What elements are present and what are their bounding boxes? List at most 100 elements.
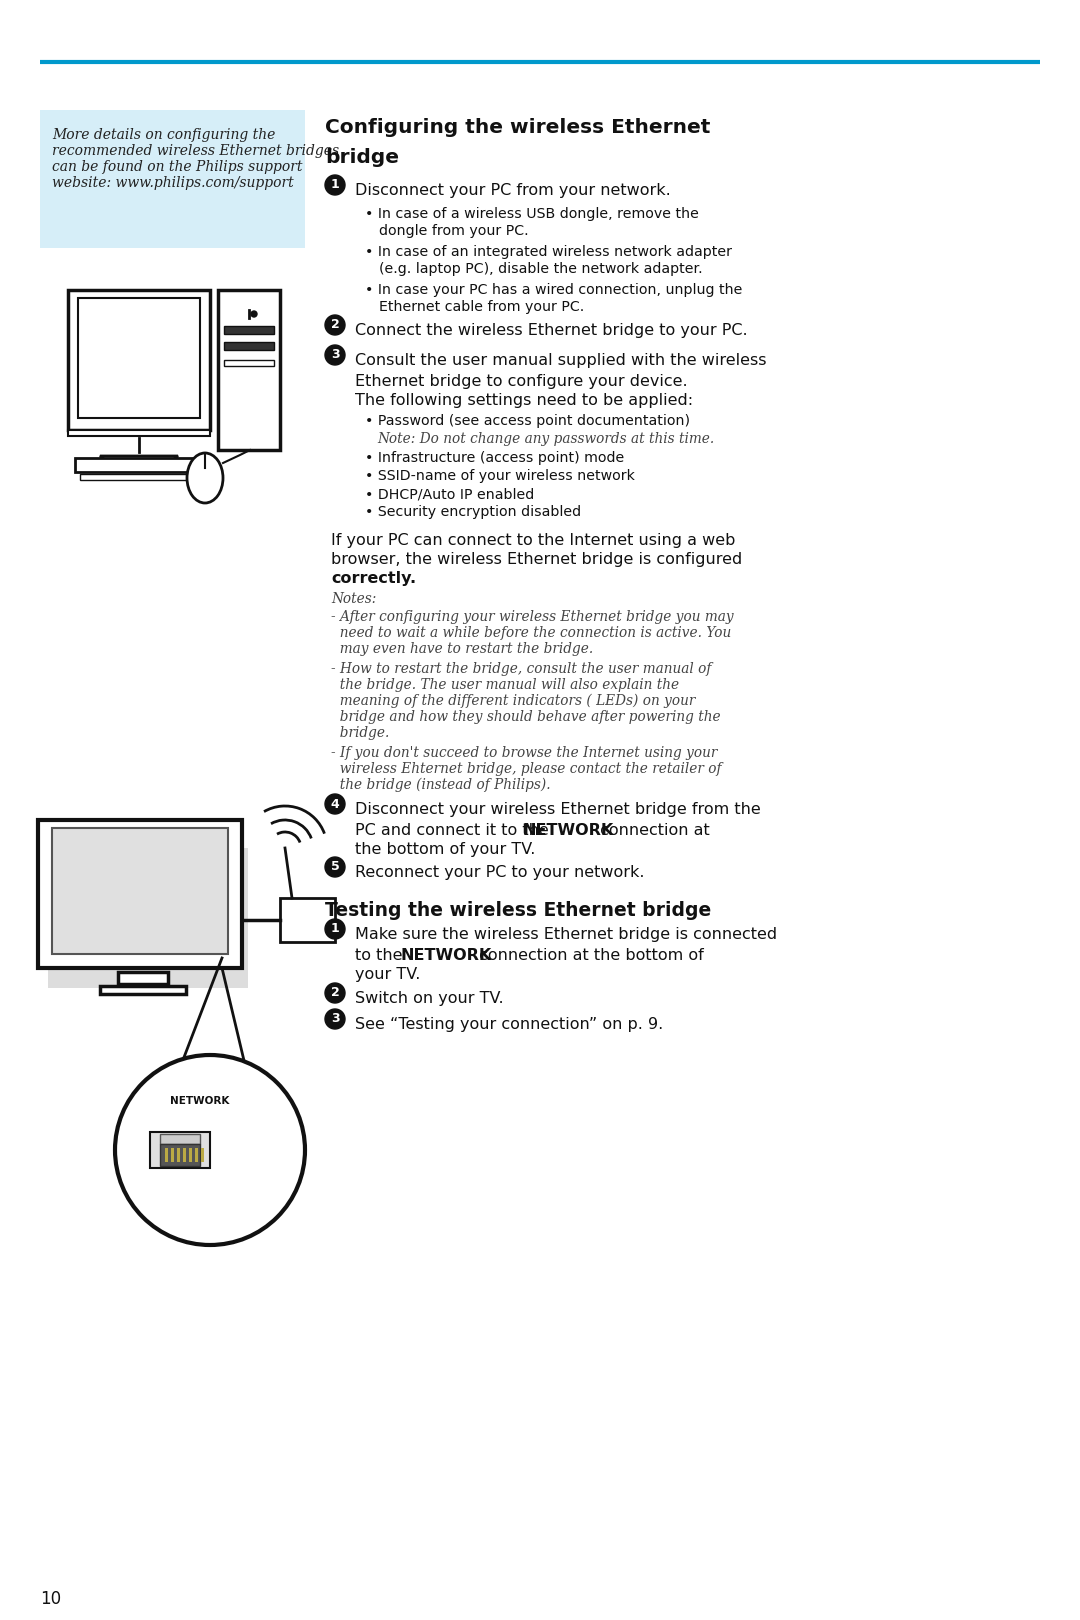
Ellipse shape <box>187 454 222 502</box>
Circle shape <box>325 1009 345 1029</box>
Text: Consult the user manual supplied with the wireless: Consult the user manual supplied with th… <box>355 353 767 368</box>
Text: More details on configuring the: More details on configuring the <box>52 128 275 143</box>
FancyBboxPatch shape <box>165 1149 168 1162</box>
Text: • Password (see access point documentation): • Password (see access point documentati… <box>365 415 690 428</box>
FancyBboxPatch shape <box>177 1149 180 1162</box>
FancyBboxPatch shape <box>189 1149 192 1162</box>
FancyBboxPatch shape <box>150 1132 210 1168</box>
Circle shape <box>325 983 345 1003</box>
FancyBboxPatch shape <box>78 298 200 418</box>
Circle shape <box>114 1055 305 1246</box>
Text: to the: to the <box>355 948 407 962</box>
Text: 2: 2 <box>330 987 339 1000</box>
FancyBboxPatch shape <box>118 972 168 983</box>
Text: Note: Do not change any passwords at this time.: Note: Do not change any passwords at thi… <box>377 433 714 446</box>
Text: may even have to restart the bridge.: may even have to restart the bridge. <box>330 642 593 656</box>
FancyBboxPatch shape <box>280 897 335 941</box>
Text: bridge: bridge <box>325 147 399 167</box>
FancyBboxPatch shape <box>160 1134 200 1144</box>
Text: See “Testing your connection” on p. 9.: See “Testing your connection” on p. 9. <box>355 1017 663 1032</box>
FancyBboxPatch shape <box>160 1144 200 1166</box>
Text: Notes:: Notes: <box>330 591 376 606</box>
Circle shape <box>325 345 345 364</box>
Text: • Infrastructure (access point) mode: • Infrastructure (access point) mode <box>365 450 624 465</box>
Text: Reconnect your PC to your network.: Reconnect your PC to your network. <box>355 865 645 880</box>
Text: If your PC can connect to the Internet using a web: If your PC can connect to the Internet u… <box>330 533 735 548</box>
FancyBboxPatch shape <box>201 1149 204 1162</box>
Circle shape <box>325 794 345 813</box>
FancyBboxPatch shape <box>75 458 205 471</box>
Circle shape <box>251 311 257 318</box>
Circle shape <box>325 857 345 876</box>
Circle shape <box>325 314 345 335</box>
Text: recommended wireless Ethernet bridges: recommended wireless Ethernet bridges <box>52 144 339 159</box>
Text: Connect the wireless Ethernet bridge to your PC.: Connect the wireless Ethernet bridge to … <box>355 322 747 339</box>
FancyBboxPatch shape <box>224 326 274 334</box>
Text: 4: 4 <box>330 797 339 810</box>
Text: Ethernet bridge to configure your device.: Ethernet bridge to configure your device… <box>355 374 688 389</box>
Text: The following settings need to be applied:: The following settings need to be applie… <box>355 394 693 408</box>
FancyBboxPatch shape <box>68 290 210 429</box>
Text: 3: 3 <box>330 1012 339 1025</box>
Text: • In case of a wireless USB dongle, remove the: • In case of a wireless USB dongle, remo… <box>365 207 699 220</box>
Text: 3: 3 <box>330 348 339 361</box>
FancyBboxPatch shape <box>68 429 210 436</box>
Text: Ethernet cable from your PC.: Ethernet cable from your PC. <box>379 300 584 314</box>
Text: • DHCP/Auto IP enabled: • DHCP/Auto IP enabled <box>365 488 535 501</box>
Text: Testing the wireless Ethernet bridge: Testing the wireless Ethernet bridge <box>325 901 712 920</box>
Circle shape <box>325 175 345 194</box>
Text: bridge.: bridge. <box>330 726 390 740</box>
Text: 2: 2 <box>330 319 339 332</box>
FancyBboxPatch shape <box>48 847 248 988</box>
Text: • SSID-name of your wireless network: • SSID-name of your wireless network <box>365 470 635 483</box>
Text: - How to restart the bridge, consult the user manual of: - How to restart the bridge, consult the… <box>330 663 712 676</box>
Text: website: www.philips.com/support: website: www.philips.com/support <box>52 177 294 190</box>
FancyBboxPatch shape <box>100 987 186 995</box>
Text: NETWORK: NETWORK <box>171 1097 230 1106</box>
Polygon shape <box>100 455 178 463</box>
FancyBboxPatch shape <box>224 342 274 350</box>
Text: connection at: connection at <box>595 823 710 838</box>
Circle shape <box>325 919 345 940</box>
Text: wireless Ehternet bridge, please contact the retailer of: wireless Ehternet bridge, please contact… <box>330 761 721 776</box>
Text: need to wait a while before the connection is active. You: need to wait a while before the connecti… <box>330 625 731 640</box>
FancyBboxPatch shape <box>224 360 274 366</box>
Text: correctly.: correctly. <box>330 570 416 586</box>
Text: (e.g. laptop PC), disable the network adapter.: (e.g. laptop PC), disable the network ad… <box>379 262 703 275</box>
Text: 1: 1 <box>330 178 339 191</box>
Text: Make sure the wireless Ethernet bridge is connected: Make sure the wireless Ethernet bridge i… <box>355 927 778 941</box>
Text: the bridge. The user manual will also explain the: the bridge. The user manual will also ex… <box>330 679 679 692</box>
FancyBboxPatch shape <box>218 290 280 450</box>
Text: - After configuring your wireless Ethernet bridge you may: - After configuring your wireless Ethern… <box>330 611 733 624</box>
Text: 5: 5 <box>330 860 339 873</box>
FancyBboxPatch shape <box>80 475 200 480</box>
Text: dongle from your PC.: dongle from your PC. <box>379 224 528 238</box>
Text: NETWORK: NETWORK <box>523 823 615 838</box>
Text: bridge and how they should behave after powering the: bridge and how they should behave after … <box>330 710 720 724</box>
Text: meaning of the different indicators ( LEDs) on your: meaning of the different indicators ( LE… <box>330 693 696 708</box>
Text: Disconnect your wireless Ethernet bridge from the: Disconnect your wireless Ethernet bridge… <box>355 802 760 816</box>
Text: • In case your PC has a wired connection, unplug the: • In case your PC has a wired connection… <box>365 284 742 296</box>
Text: Switch on your TV.: Switch on your TV. <box>355 991 503 1006</box>
FancyBboxPatch shape <box>183 1149 186 1162</box>
Text: PC and connect it to the: PC and connect it to the <box>355 823 554 838</box>
Text: can be found on the Philips support: can be found on the Philips support <box>52 160 302 173</box>
FancyBboxPatch shape <box>38 820 242 969</box>
Text: • Security encryption disabled: • Security encryption disabled <box>365 505 581 518</box>
Text: 1: 1 <box>330 922 339 935</box>
Text: Disconnect your PC from your network.: Disconnect your PC from your network. <box>355 183 671 198</box>
Text: the bridge (instead of Philips).: the bridge (instead of Philips). <box>330 778 551 792</box>
Text: browser, the wireless Ethernet bridge is configured: browser, the wireless Ethernet bridge is… <box>330 552 742 567</box>
FancyBboxPatch shape <box>195 1149 198 1162</box>
FancyBboxPatch shape <box>40 110 305 248</box>
Text: 10: 10 <box>40 1589 62 1609</box>
Text: the bottom of your TV.: the bottom of your TV. <box>355 842 536 857</box>
Text: connection at the bottom of: connection at the bottom of <box>474 948 704 962</box>
Text: your TV.: your TV. <box>355 967 420 982</box>
Text: Configuring the wireless Ethernet: Configuring the wireless Ethernet <box>325 118 711 138</box>
Text: • In case of an integrated wireless network adapter: • In case of an integrated wireless netw… <box>365 245 732 259</box>
Text: - If you don't succeed to browse the Internet using your: - If you don't succeed to browse the Int… <box>330 745 717 760</box>
FancyBboxPatch shape <box>52 828 228 954</box>
FancyBboxPatch shape <box>171 1149 174 1162</box>
Text: NETWORK: NETWORK <box>401 948 492 962</box>
